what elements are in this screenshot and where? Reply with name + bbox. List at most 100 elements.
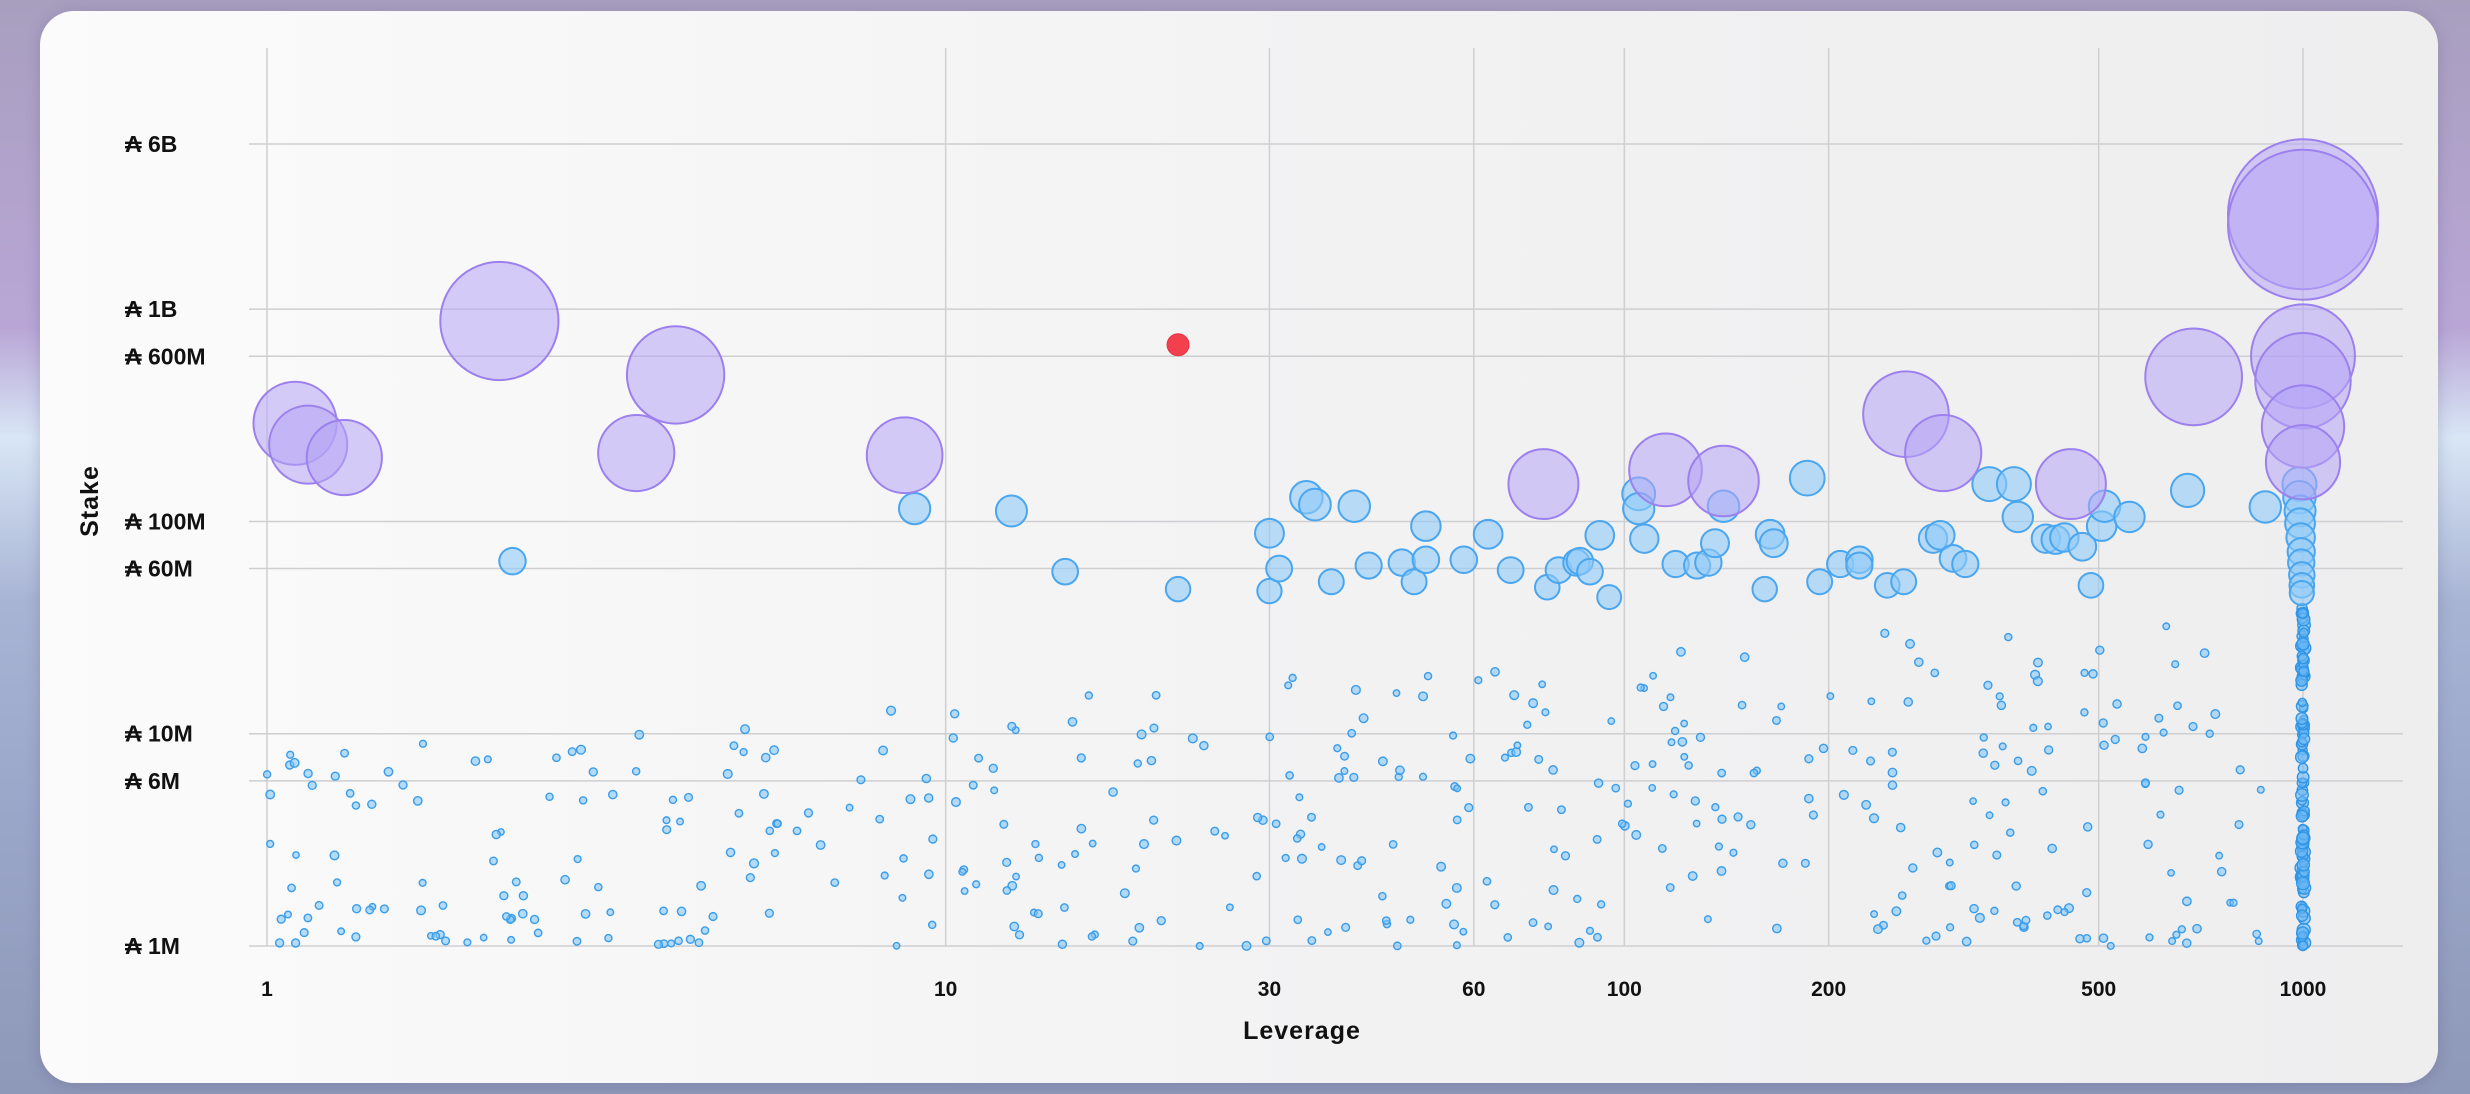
pool-point-medium [1806, 568, 1834, 596]
pool-point-small [1464, 802, 1474, 813]
pool-point-small [1392, 941, 1402, 951]
pool-point-small [2297, 940, 2309, 952]
pool-point-small [1336, 855, 1347, 866]
pool-point-large [597, 413, 676, 493]
pool-point-small [572, 936, 582, 946]
pool-point-medium [1298, 487, 1332, 522]
pool-point-small [1524, 802, 1533, 812]
pool-point-small [1544, 922, 1553, 931]
pool-point-small [1729, 848, 1738, 857]
pool-point-small [1490, 667, 1500, 677]
pool-point-small [1739, 652, 1750, 662]
pool-point-small [1969, 797, 1978, 806]
pool-point-small [1149, 815, 1159, 825]
pool-point-small [2188, 721, 2198, 732]
pool-point-small [1317, 843, 1326, 851]
pool-point-small [2082, 888, 2092, 898]
pool-point-small [2005, 828, 2015, 837]
pool-point-small [265, 839, 275, 849]
pool-point-small [1969, 903, 1979, 914]
pool-point-small [2229, 898, 2238, 908]
pool-point-small [1665, 883, 1675, 892]
pool-point-small [351, 932, 361, 942]
pool-point-small [729, 741, 739, 751]
pool-point-small [365, 905, 375, 915]
pool-point-small [2172, 930, 2181, 939]
y-axis-title: Stake [76, 465, 104, 537]
pool-point-small [1195, 941, 1204, 951]
pool-point-small [1014, 930, 1025, 940]
pool-point-medium [2113, 500, 2146, 534]
pool-point-small [1187, 733, 1198, 744]
pool-point-small [1703, 915, 1712, 924]
pool-point-small [573, 854, 582, 864]
pool-point-medium [2077, 572, 2105, 599]
pool-point-small [1961, 936, 1972, 947]
y-tick-label: ₳ 100M [125, 508, 206, 534]
pool-point-small [545, 792, 554, 802]
pool-point-small [1151, 690, 1161, 700]
pool-point-small [1596, 900, 1606, 909]
pool-point-medium [1788, 459, 1826, 497]
x-tick-label: 500 [2081, 978, 2116, 1001]
pool-point-small [974, 753, 984, 763]
pool-point-small [1511, 747, 1522, 758]
pool-point-small [631, 766, 641, 776]
pool-point-small [2298, 665, 2310, 678]
pool-point-small [511, 877, 521, 887]
pool-point-small [1903, 697, 1914, 707]
pool-point-small [1914, 657, 1924, 668]
pool-point-small [1333, 744, 1342, 753]
pool-point-small [567, 747, 577, 757]
pool-point-small [924, 869, 934, 880]
pool-point-small [2296, 637, 2310, 651]
pool-point-small [1573, 894, 1582, 904]
pool-point-small [2004, 632, 2013, 642]
pool-point-small [2297, 762, 2309, 774]
pool-point-medium [1751, 575, 1778, 603]
pool-point-small [438, 901, 448, 910]
pool-point-small [758, 788, 769, 799]
pool-point-medium [1924, 520, 1956, 551]
pool-point-small [923, 793, 934, 803]
pool-point-small [1931, 931, 1941, 941]
x-tick-label: 200 [1811, 978, 1846, 1001]
pool-point-small [2013, 756, 2023, 766]
pool-point-small [1992, 850, 2002, 860]
pool-point-medium [2001, 500, 2035, 534]
pool-point-small [1677, 736, 1688, 747]
pool-point-small [1771, 715, 1781, 725]
pool-point-small [1897, 891, 1907, 900]
pool-point-small [1119, 888, 1130, 899]
pool-point-small [1695, 732, 1706, 743]
pool-point-small [379, 904, 389, 914]
pool-point-small [2216, 866, 2227, 877]
pool-point-small [1995, 692, 2004, 701]
pool-point-small [722, 768, 733, 780]
pool-point-small [1873, 924, 1884, 935]
pool-point-small [1880, 628, 1890, 638]
pool-point-small [1281, 853, 1290, 863]
pool-point-small [899, 854, 908, 863]
pool-point-small [265, 789, 276, 800]
pool-point-medium [2169, 472, 2206, 509]
pool-point-small [1749, 768, 1759, 778]
pool-point-medium [498, 546, 527, 576]
pool-point-small [1138, 839, 1150, 850]
pool-point-small [463, 938, 472, 947]
pool-point-small [383, 766, 394, 777]
pool-point-small [1292, 834, 1302, 843]
pool-point-small [1585, 926, 1595, 935]
pool-point-small [594, 882, 603, 892]
pool-point-small [1459, 927, 1468, 936]
pool-point-small [1465, 753, 1476, 764]
pool-point-small [303, 913, 313, 923]
pool-point-small [950, 797, 961, 808]
pool-point-small [1631, 829, 1642, 840]
pool-point-small [517, 908, 528, 919]
pool-point-small [765, 826, 775, 836]
pool-point-medium [1496, 556, 1525, 584]
pool-point-small [1670, 726, 1680, 736]
pool-point-small [1378, 891, 1387, 901]
pool-point-small [696, 880, 707, 891]
